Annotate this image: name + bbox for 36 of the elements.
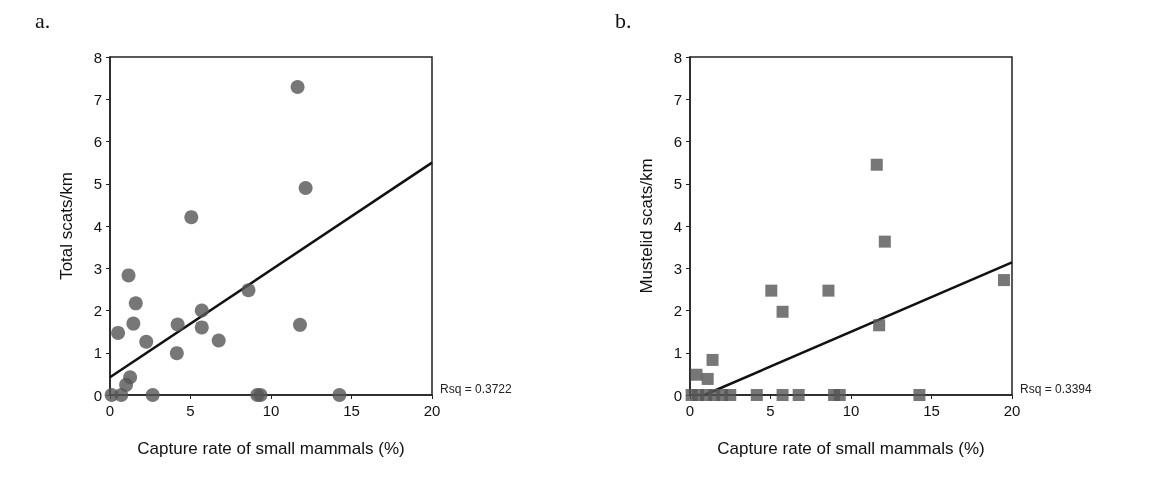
x-tick-label: 20 bbox=[423, 402, 441, 419]
y-tick-label: 6 bbox=[93, 133, 102, 150]
chart-title: a. bbox=[35, 7, 51, 33]
y-tick-label: 0 bbox=[673, 386, 682, 404]
y-tick-label: 5 bbox=[673, 175, 682, 193]
y-tick-label: 7 bbox=[93, 90, 102, 108]
text: Rsq = 0.3722 bbox=[440, 382, 513, 396]
y-tick-label: 6 bbox=[673, 133, 682, 150]
y-tick-label: 3 bbox=[673, 259, 682, 277]
x-tick-label: 5 bbox=[766, 402, 775, 419]
y-tick-label: 8 bbox=[93, 48, 102, 66]
x-tick-label: 15 bbox=[923, 402, 940, 419]
y-tick-label: 4 bbox=[673, 217, 682, 235]
y-tick-label: 3 bbox=[93, 259, 102, 277]
x-tick-label: 10 bbox=[842, 402, 860, 419]
x-tick-label: 0 bbox=[685, 402, 695, 419]
y-tick-label: 4 bbox=[93, 217, 102, 235]
x-tick-label: 10 bbox=[262, 402, 280, 419]
x-axis-title: Capture rate of small mammals (%) bbox=[717, 439, 985, 458]
y-tick-label: 7 bbox=[673, 90, 682, 108]
y-axis-title: Mustelid scats/km bbox=[637, 158, 656, 294]
y-tick-label: 1 bbox=[673, 344, 682, 362]
y-tick-label: 2 bbox=[673, 302, 682, 319]
x-tick-label: 0 bbox=[105, 402, 115, 419]
chart-title: b. bbox=[615, 7, 632, 33]
y-tick-label: 2 bbox=[93, 302, 102, 319]
y-axis-title: Total scats/km bbox=[57, 172, 76, 280]
y-tick-label: 1 bbox=[93, 344, 102, 362]
y-tick-label: 8 bbox=[673, 48, 682, 66]
x-tick-label: 15 bbox=[343, 402, 360, 419]
x-tick-label: 20 bbox=[1003, 402, 1021, 419]
y-tick-label: 0 bbox=[93, 386, 102, 404]
x-tick-label: 5 bbox=[186, 402, 195, 419]
text: Rsq = 0.3394 bbox=[1020, 382, 1093, 396]
x-axis-title: Capture rate of small mammals (%) bbox=[137, 439, 405, 458]
y-tick-label: 5 bbox=[93, 175, 102, 193]
